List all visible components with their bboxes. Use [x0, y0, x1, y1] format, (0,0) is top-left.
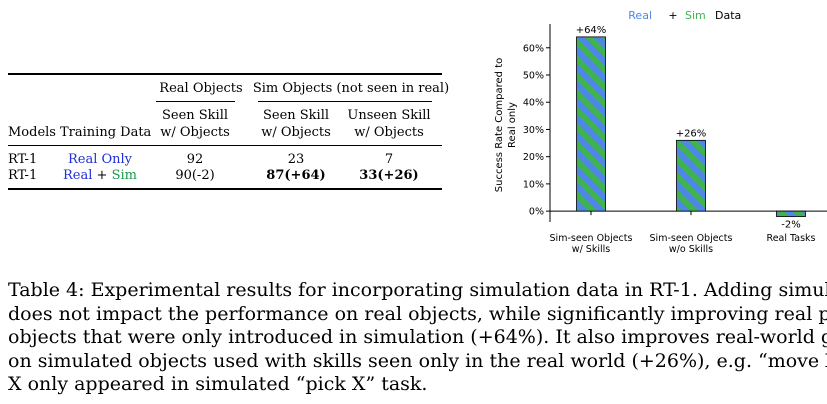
row1-model: RT-1: [8, 152, 38, 167]
row1-seen-sim: 23: [287, 152, 305, 167]
top-rule: [8, 73, 442, 75]
col-header-seen-sim-1: Seen Skill: [262, 108, 330, 123]
col-header-seen-sim-2: w/ Objects: [261, 125, 331, 140]
x-tick-label-line: Sim-seen Objects: [550, 233, 633, 244]
group-header-real: Real Objects: [159, 81, 243, 96]
x-tick-label: Real Tasks: [767, 233, 816, 244]
title-real: Real: [628, 9, 652, 22]
title-plus: +: [668, 9, 677, 22]
y-axis-label-1: Success Rate Compared to: [494, 58, 505, 192]
row1-unseen-sim: 7: [384, 152, 394, 167]
row2-model: RT-1: [8, 168, 38, 183]
col-header-models: Models: [8, 125, 56, 140]
col-header-seen-real-2: w/ Objects: [160, 125, 230, 140]
x-tick-label: Sim-seen Objects w/ Skills: [550, 233, 633, 255]
col-header-seen-real-1: Seen Skill: [161, 108, 229, 123]
x-tick-label-line: w/o Skills: [669, 244, 713, 255]
row2-seen-real: 90(-2): [175, 168, 215, 183]
header-rule: [8, 145, 442, 146]
row2-training-real: Real: [63, 168, 93, 183]
bar-value-label: +64%: [576, 25, 607, 36]
bar: [676, 139, 706, 212]
bar: [776, 210, 806, 217]
y-tick-label: 0%: [529, 207, 544, 218]
caption-line: objects that were only introduced in sim…: [8, 326, 827, 348]
row2-training-plus: +: [92, 168, 112, 183]
x-tick-label-line: Real Tasks: [767, 233, 816, 244]
row2-training: Real + Sim: [63, 168, 137, 183]
y-tick-label: 40%: [523, 98, 544, 109]
bar-chart-svg: Real + Sim Data Success Rate Compared to…: [494, 9, 827, 255]
caption-line: Table 4: Experimental results for incorp…: [8, 279, 827, 301]
y-tick-label: 20%: [523, 152, 544, 163]
chart-title: Real + Sim Data: [628, 9, 741, 22]
group-rule-real: [156, 101, 235, 102]
bar: [576, 36, 606, 212]
bar-value-label: -2%: [781, 220, 800, 231]
row1-training: Real Only: [67, 152, 133, 167]
y-tick-label: 50%: [523, 71, 544, 82]
caption-line: does not impact the performance on real …: [8, 302, 827, 325]
bar-chart: Real + Sim Data Success Rate Compared to…: [488, 0, 827, 265]
y-tick-label: 10%: [523, 179, 544, 190]
x-tick-label-line: Sim-seen Objects: [650, 233, 733, 244]
x-tick-label-line: w/ Skills: [572, 244, 610, 255]
col-header-unseen-sim-2: w/ Objects: [354, 125, 424, 140]
col-header-training-data: Training Data: [60, 125, 152, 140]
title-sim: Sim: [685, 9, 706, 22]
bottom-rule: [8, 188, 442, 190]
col-header-unseen-sim-1: Unseen Skill: [347, 108, 431, 123]
group-rule-sim: [258, 101, 432, 102]
row1-seen-real: 92: [186, 152, 204, 167]
results-table: Real Objects Sim Objects (not seen in re…: [8, 73, 449, 191]
title-data: Data: [715, 9, 741, 22]
row2-training-sim: Sim: [111, 168, 137, 183]
table-caption: Table 4: Experimental results for incorp…: [8, 279, 827, 401]
row2-seen-sim: 87(+64): [266, 168, 326, 183]
y-tick-label: 60%: [523, 43, 544, 54]
group-header-sim: Sim Objects (not seen in real): [252, 81, 450, 96]
bar-value-label: +26%: [676, 128, 707, 139]
caption-line: on simulated objects used with skills se…: [8, 349, 827, 372]
row2-unseen-sim: 33(+26): [359, 168, 419, 183]
y-tick-label: 30%: [523, 125, 544, 136]
x-tick-label: Sim-seen Objects w/o Skills: [650, 233, 733, 255]
y-axis-label-2: Real only: [507, 102, 518, 148]
caption-line: X only appeared in simulated “pick X” ta…: [8, 373, 428, 395]
